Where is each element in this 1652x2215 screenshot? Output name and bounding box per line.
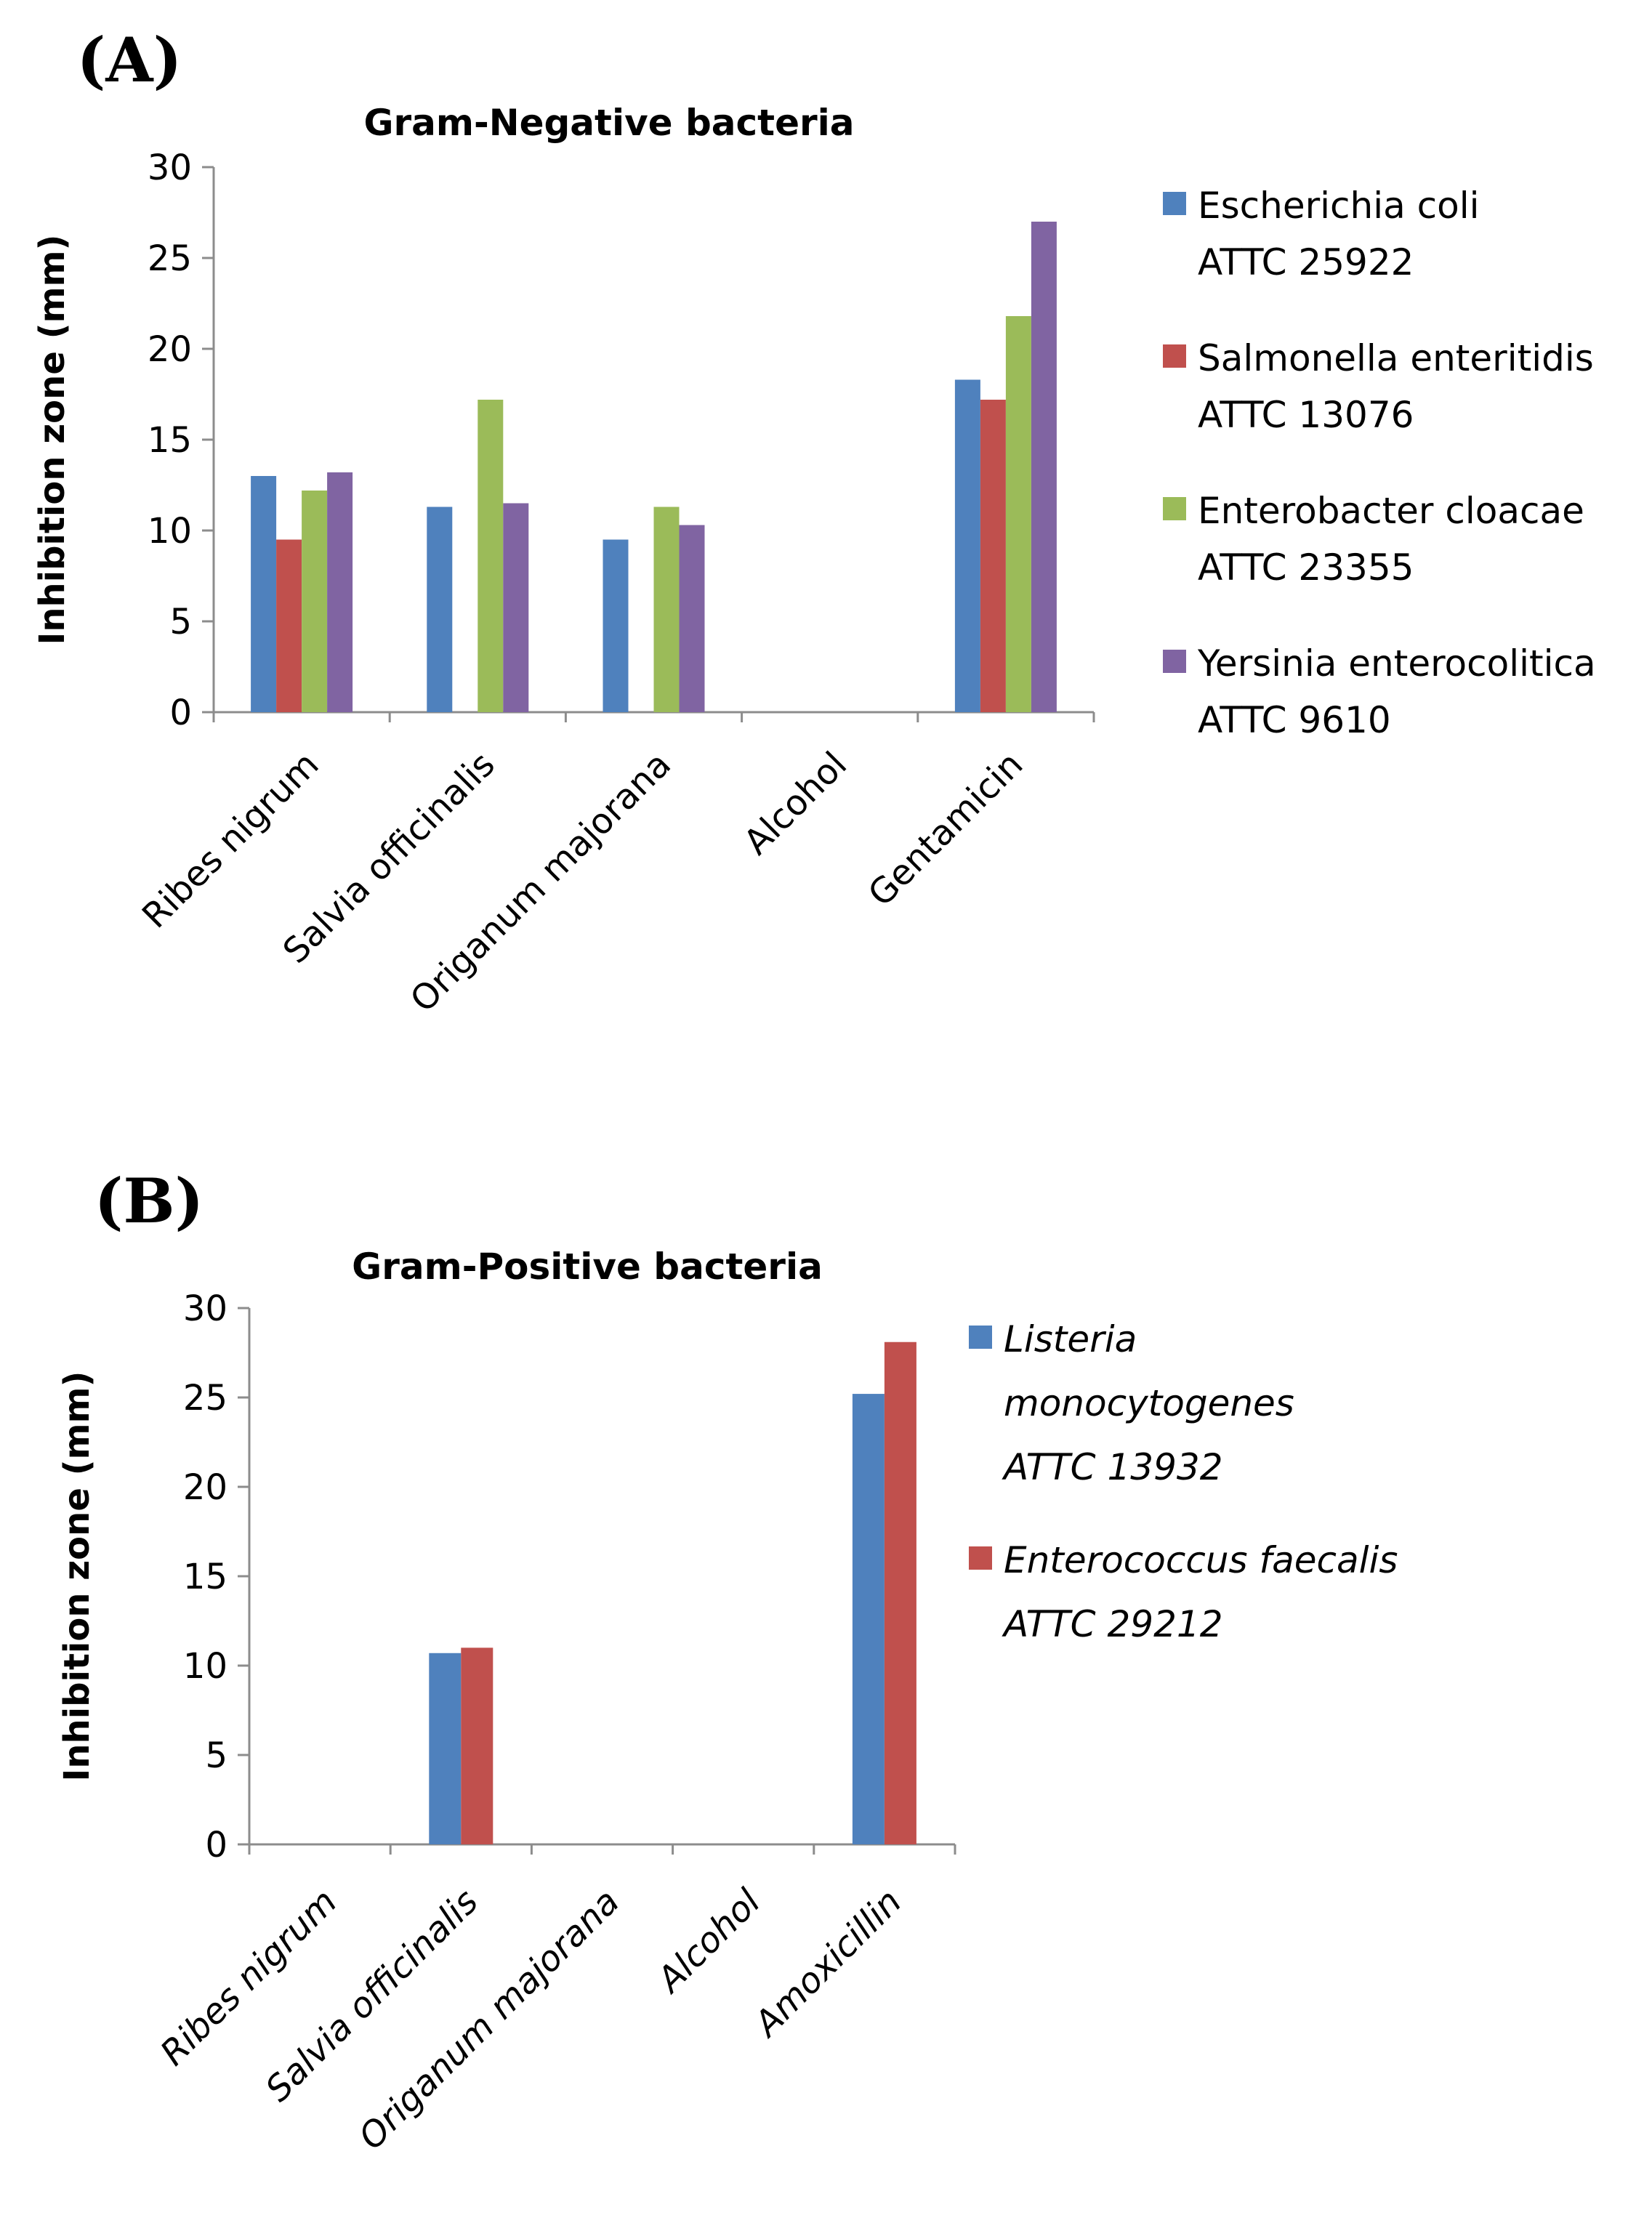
bar-ribes-nigrum-series-4 [327, 472, 353, 712]
bar-origanum-majorana-series-4 [679, 525, 705, 712]
y-tick-label: 10 [183, 1646, 227, 1687]
chart-gram-positive: (B) Gram-Positive bacteria 0 5 10 15 20 25 30 Inh… [57, 1165, 1398, 2158]
legend-label: ATTC 29212 [1002, 1603, 1223, 1645]
legend-swatch [1163, 192, 1186, 215]
legend-swatch [1163, 650, 1186, 673]
legend-swatch [1163, 344, 1186, 368]
legend-swatch [1163, 497, 1186, 520]
legend-label: ATTC 13076 [1198, 394, 1414, 436]
panel-label: (A) [77, 24, 182, 96]
chart-gram-negative: (A) Gram-Negative bacteria 0 5 10 15 20 25 30 Inh… [32, 24, 1596, 1020]
y-tick-label: 30 [183, 1288, 227, 1329]
legend-item: Listeria monocytogenes ATTC 13932 [969, 1318, 1294, 1488]
bar-gentamicin-series-2 [980, 400, 1006, 712]
x-category-label: Alcohol [736, 744, 855, 863]
y-tick-label: 0 [169, 693, 192, 733]
x-category-label: Gentamicin [861, 744, 1031, 914]
y-tick-label: 0 [205, 1825, 227, 1865]
legend-label: Enterococcus faecalis [1004, 1539, 1398, 1581]
bar-ribes-nigrum-series-1 [251, 476, 277, 712]
bar-salvia-officinalis-series-3 [478, 400, 504, 712]
y-tick-label: 10 [148, 511, 192, 552]
x-category-label: Alcohol [648, 1881, 769, 2001]
legend-label: ATTC 23355 [1198, 546, 1414, 589]
bar-gentamicin-series-4 [1031, 222, 1057, 712]
legend-item: Escherichia coli ATTC 25922 [1163, 185, 1480, 283]
x-category-label: Ribes nigrum [134, 744, 327, 937]
legend-label: Yersinia enterocolitica [1197, 642, 1596, 685]
legend-label: Salmonella enteritidis [1198, 337, 1594, 379]
bar-origanum-majorana-series-3 [653, 507, 680, 712]
bar-ribes-nigrum-series-3 [302, 491, 328, 712]
legend-label: ATTC 25922 [1198, 241, 1414, 283]
legend-label: Escherichia coli [1198, 185, 1480, 227]
legend-item: Salmonella enteritidis ATTC 13076 [1163, 337, 1594, 436]
legend-label: Listeria [1004, 1318, 1137, 1360]
bar-salvia-officinalis-series-1 [427, 507, 453, 712]
bar-salvia-officinalis-series-2 [461, 1647, 493, 1844]
bar-amoxicillin-series-2 [884, 1341, 916, 1844]
legend-swatch [969, 1546, 992, 1570]
legend-label: Enterobacter cloacae [1198, 490, 1584, 532]
y-axis-title: Inhibition zone (mm) [57, 1371, 97, 1782]
y-tick-label: 5 [169, 602, 192, 642]
legend-label: ATTC 13932 [1002, 1446, 1223, 1488]
bar-amoxicillin-series-1 [852, 1394, 885, 1844]
y-tick-label: 20 [148, 329, 192, 370]
chart-title: Gram-Positive bacteria [352, 1246, 823, 1288]
y-tick-label: 5 [205, 1735, 227, 1776]
y-tick-label: 20 [183, 1467, 227, 1508]
panel-label: (B) [94, 1165, 204, 1237]
y-tick-label: 15 [148, 420, 192, 461]
y-tick-label: 25 [148, 238, 192, 279]
y-tick-label: 25 [183, 1378, 227, 1419]
bar-salvia-officinalis-series-1 [429, 1653, 462, 1844]
y-axis-title: Inhibition zone (mm) [32, 235, 73, 645]
bar-origanum-majorana-series-1 [603, 539, 629, 712]
x-category-label: Origanum majorana [351, 1881, 627, 2158]
legend-swatch [969, 1326, 992, 1349]
legend-item: Yersinia enterocolitica ATTC 9610 [1163, 642, 1596, 741]
legend-label: ATTC 9610 [1198, 699, 1391, 741]
bar-gentamicin-series-1 [954, 379, 980, 712]
bar-gentamicin-series-3 [1005, 316, 1031, 712]
bar-salvia-officinalis-series-4 [503, 503, 529, 712]
y-tick-label: 15 [183, 1557, 227, 1597]
chart-title: Gram-Negative bacteria [363, 102, 854, 144]
legend-item: Enterobacter cloacae ATTC 23355 [1163, 490, 1584, 589]
bar-ribes-nigrum-series-2 [276, 539, 302, 712]
legend-item: Enterococcus faecalis ATTC 29212 [969, 1539, 1398, 1645]
x-category-label: Amoxicillin [745, 1881, 909, 2046]
y-tick-label: 30 [148, 148, 192, 188]
legend-label: monocytogenes [1004, 1382, 1294, 1424]
